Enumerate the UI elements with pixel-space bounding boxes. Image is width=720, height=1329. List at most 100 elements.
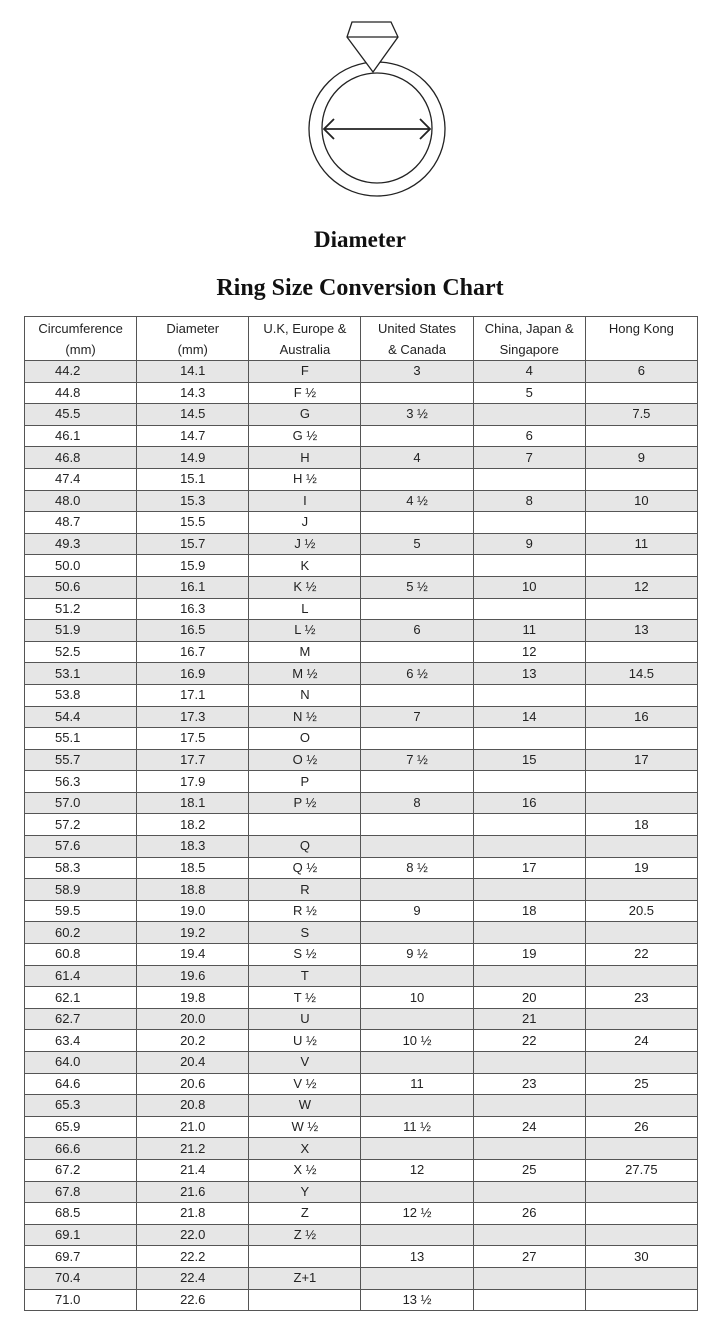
table-row: 64.0 20.4 V (23, 1051, 699, 1074)
table-cell: 17.3 (136, 705, 250, 729)
table-cell (472, 554, 586, 577)
table-cell: 46.1 (23, 424, 138, 448)
table-cell: 13 (360, 1245, 474, 1268)
table-cell: 64.6 (23, 1072, 138, 1096)
table-cell: 23 (472, 1072, 586, 1096)
table-cell: 4 ½ (360, 489, 474, 513)
table-cell: F ½ (248, 381, 362, 405)
table-cell (584, 597, 699, 621)
table-cell: G (248, 403, 362, 426)
table-cell (472, 1051, 586, 1074)
table-cell (360, 640, 474, 664)
column-header-line: (mm) (177, 342, 208, 357)
table-cell: 60.2 (23, 921, 138, 945)
table-cell: 17 (472, 856, 586, 880)
table-cell: 71.0 (23, 1288, 138, 1312)
table-cell: 5 (472, 381, 586, 405)
table-cell (360, 835, 474, 858)
table-cell: 14.7 (136, 424, 250, 448)
table-cell: 12 (472, 640, 586, 664)
table-cell: Q (248, 835, 362, 858)
table-cell (248, 1288, 362, 1312)
table-cell: 7 (472, 446, 586, 469)
table-cell (472, 511, 586, 534)
table-cell: 26 (584, 1115, 699, 1139)
table-cell (584, 921, 699, 945)
column-header-line: U.K, Europe & (263, 321, 347, 336)
table-cell (472, 597, 586, 621)
table-cell: 56.3 (23, 770, 138, 793)
table-cell: 16 (584, 705, 699, 729)
table-cell: S ½ (248, 943, 362, 966)
table-cell: 20.2 (136, 1029, 250, 1052)
table-cell: 8 (472, 489, 586, 513)
table-cell (360, 921, 474, 945)
table-row: 65.9 21.0 W ½ 11 ½ 24 26 (23, 1115, 699, 1139)
table-cell: 16.9 (136, 662, 250, 685)
table-cell (472, 770, 586, 793)
table-cell: M (248, 640, 362, 664)
table-cell (360, 964, 474, 988)
table-cell (360, 1051, 474, 1074)
table-cell: 58.9 (23, 878, 138, 901)
table-cell: 10 (472, 575, 586, 599)
table-cell (360, 727, 474, 750)
table-cell: Q ½ (248, 856, 362, 880)
table-cell: 20.6 (136, 1072, 250, 1096)
table-cell: 50.6 (23, 575, 138, 599)
table-row: 55.1 17.5 O (23, 727, 699, 750)
table-cell: 51.2 (23, 597, 138, 621)
table-cell: 21.4 (136, 1158, 250, 1182)
table-cell: 9 (472, 532, 586, 556)
table-cell (360, 770, 474, 793)
table-cell (472, 964, 586, 988)
table-cell: 22.4 (136, 1266, 250, 1290)
table-cell: 17 (584, 748, 699, 772)
table-cell (360, 1094, 474, 1117)
table-cell: Z ½ (248, 1223, 362, 1247)
table-cell: 49.3 (23, 532, 138, 556)
table-cell: 44.8 (23, 381, 138, 405)
table-cell: 60.8 (23, 943, 138, 966)
table-cell: 19.2 (136, 921, 250, 945)
table-cell: 21 (472, 1007, 586, 1031)
table-cell: 55.7 (23, 748, 138, 772)
table-row: 52.5 16.7 M 12 (23, 640, 699, 664)
table-cell (472, 1180, 586, 1204)
table-cell: 14.1 (136, 360, 250, 383)
table-row: 63.4 20.2 U ½ 10 ½ 22 24 (23, 1029, 699, 1052)
column-header-line: United States (378, 321, 457, 336)
table-row: 54.4 17.3 N ½ 7 14 16 (23, 705, 699, 729)
table-row: 53.8 17.1 N (23, 683, 699, 707)
table-cell: 21.8 (136, 1202, 250, 1225)
table-cell (472, 921, 586, 945)
table-cell: 12 ½ (360, 1202, 474, 1225)
table-cell (360, 511, 474, 534)
table-cell (584, 1202, 699, 1225)
table-cell: 19.0 (136, 899, 250, 923)
table-cell: 7.5 (584, 403, 699, 426)
table-cell: 63.4 (23, 1029, 138, 1052)
table-cell: L (248, 597, 362, 621)
table-cell: 27 (472, 1245, 586, 1268)
table-cell: 22.2 (136, 1245, 250, 1268)
table-cell (360, 554, 474, 577)
table-cell: 6 ½ (360, 662, 474, 685)
table-cell: R ½ (248, 899, 362, 923)
table-cell (584, 791, 699, 815)
table-cell: 67.2 (23, 1158, 138, 1182)
table-row: 62.1 19.8 T ½ 10 20 23 (23, 986, 699, 1009)
table-cell (360, 1223, 474, 1247)
table-cell: X ½ (248, 1158, 362, 1182)
table-cell: 6 (584, 360, 699, 383)
table-cell: 7 ½ (360, 748, 474, 772)
table-cell: Z+1 (248, 1266, 362, 1290)
table-cell: 51.9 (23, 619, 138, 642)
table-cell: K (248, 554, 362, 577)
table-cell: Z (248, 1202, 362, 1225)
table-row: 48.0 15.3 I 4 ½ 8 10 (23, 489, 699, 513)
table-row: 47.4 15.1 H ½ (23, 467, 699, 491)
table-cell (584, 770, 699, 793)
table-row: 56.3 17.9 P (23, 770, 699, 793)
table-cell: 19.6 (136, 964, 250, 988)
